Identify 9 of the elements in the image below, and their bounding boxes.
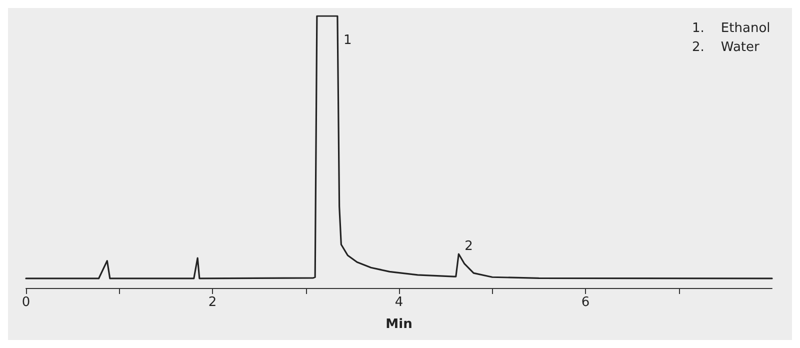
- annotation: 1. Ethanol: [692, 21, 770, 36]
- annotation: 2: [464, 239, 473, 254]
- annotation: 1: [343, 33, 352, 48]
- x-tick-label: 0: [22, 295, 30, 310]
- x-tick-label: 6: [581, 295, 590, 310]
- x-axis-title: Min: [386, 317, 412, 332]
- x-tick-label: 2: [208, 295, 217, 310]
- annotation: 2. Water: [692, 40, 760, 55]
- x-tick-label: 4: [394, 295, 404, 310]
